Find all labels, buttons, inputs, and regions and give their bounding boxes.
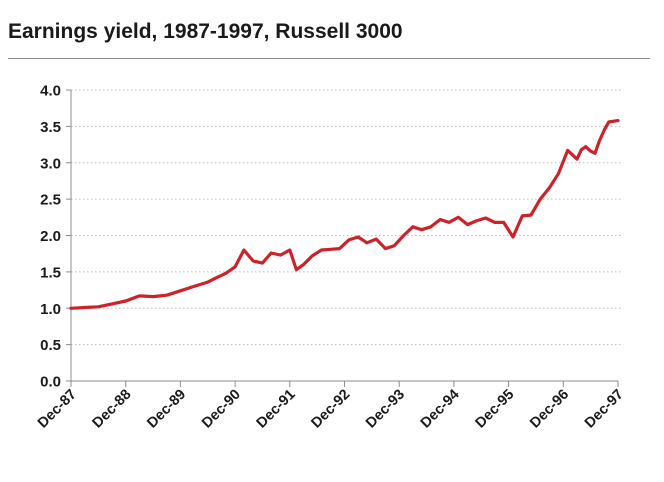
data-point [502, 221, 504, 223]
data-point [512, 236, 514, 238]
data-point [530, 214, 532, 216]
data-point [207, 281, 209, 283]
x-tick-label: Dec-91 [254, 387, 299, 432]
data-point [243, 249, 245, 251]
x-tick-label: Dec-97 [582, 387, 627, 432]
data-point [576, 158, 578, 160]
y-tick-label: 1.0 [40, 301, 61, 318]
data-point [338, 247, 340, 249]
data-point [594, 152, 596, 154]
data-point [152, 295, 154, 297]
x-tick-label: Dec-94 [418, 387, 463, 432]
data-point [311, 255, 313, 257]
x-tick-label: Dec-96 [527, 387, 572, 432]
data-point [466, 223, 468, 225]
data-point [302, 263, 304, 265]
data-point [234, 266, 236, 268]
y-tick-label: 1.5 [40, 264, 61, 281]
data-point [295, 268, 297, 270]
y-tick-label: 0.5 [40, 337, 61, 354]
data-point [585, 146, 587, 148]
y-tick-label: 2.0 [40, 228, 61, 245]
data-point [457, 216, 459, 218]
data-point [603, 129, 605, 131]
data-point [402, 234, 404, 236]
data-point [125, 300, 127, 302]
y-tick-label: 4.0 [40, 83, 61, 100]
data-point [548, 186, 550, 188]
data-point [252, 260, 254, 262]
data-point [138, 295, 140, 297]
data-point [430, 226, 432, 228]
data-point [375, 238, 377, 240]
data-point [439, 218, 441, 220]
x-tick-label: Dec-95 [472, 387, 517, 432]
x-tick-label: Dec-92 [308, 387, 353, 432]
data-point [261, 262, 263, 264]
y-tick-label: 3.5 [40, 119, 61, 136]
x-tick-label: Dec-87 [35, 387, 80, 432]
y-tick-label: 2.5 [40, 192, 61, 209]
data-point [566, 149, 568, 151]
title-divider [8, 58, 650, 59]
chart-title: Earnings yield, 1987-1997, Russell 3000 [8, 20, 403, 43]
data-point [589, 150, 591, 152]
data-point [580, 148, 582, 150]
data-point [521, 215, 523, 217]
data-point [412, 226, 414, 228]
data-point [366, 242, 368, 244]
data-point [330, 248, 332, 250]
x-tick-label: Dec-93 [363, 387, 408, 432]
data-point [475, 220, 477, 222]
data-point [320, 249, 322, 251]
data-point [70, 307, 72, 309]
data-point [420, 228, 422, 230]
data-point [270, 252, 272, 254]
series-line-earnings-yield [69, 118, 620, 310]
x-tick-label: Dec-88 [90, 387, 135, 432]
data-point [225, 272, 227, 274]
x-tick-label: Dec-89 [144, 387, 189, 432]
data-point [384, 247, 386, 249]
data-point [357, 236, 359, 238]
data-point [608, 121, 610, 123]
data-point [557, 172, 559, 174]
data-point [97, 306, 99, 308]
data-point [598, 140, 600, 142]
data-point [215, 276, 217, 278]
data-point [448, 221, 450, 223]
y-tick-label: 3.0 [40, 155, 61, 172]
data-point [279, 254, 281, 256]
data-point [617, 119, 619, 121]
data-point [193, 285, 195, 287]
data-point [83, 306, 85, 308]
data-point [179, 290, 181, 292]
data-point [111, 303, 113, 305]
data-point [494, 221, 496, 223]
data-point [539, 198, 541, 200]
data-point [289, 249, 291, 251]
data-point [484, 217, 486, 219]
y-tick-label: 0.0 [40, 374, 61, 391]
data-point [393, 244, 395, 246]
x-tick-label: Dec-90 [199, 387, 244, 432]
data-point [348, 239, 350, 241]
data-point [166, 294, 168, 296]
